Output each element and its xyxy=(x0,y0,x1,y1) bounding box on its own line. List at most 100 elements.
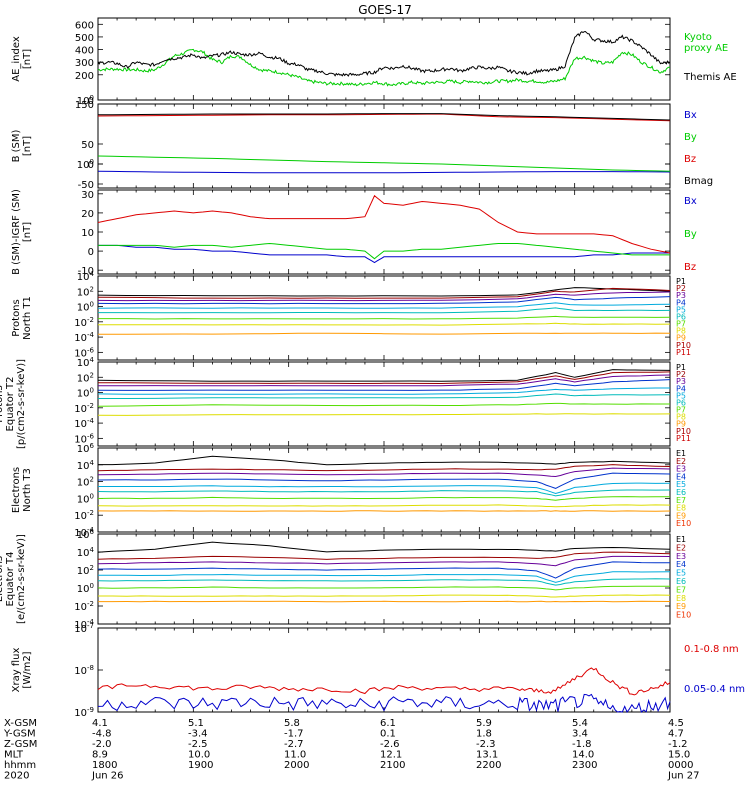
x-axis-value: 5.4 xyxy=(572,718,588,729)
y-tick-label: 10-2 xyxy=(74,316,94,329)
figure-title: GOES-17 xyxy=(358,3,412,17)
y-tick-label: 100 xyxy=(77,158,94,171)
legend-entry: E8 xyxy=(676,504,686,513)
legend-entry: P5 xyxy=(676,391,686,400)
legend-entry: P5 xyxy=(676,305,686,314)
y-axis-label: B (SM)[nT] xyxy=(11,129,33,162)
legend-entry: E2 xyxy=(676,543,686,552)
legend-entry: P3 xyxy=(676,291,686,300)
series-line-p3 xyxy=(98,374,671,387)
x-axis-value: 5.1 xyxy=(188,718,204,729)
y-tick-label: 102 xyxy=(77,285,94,298)
x-axis-value: Jun 26 xyxy=(91,771,124,782)
x-axis-value: 5.9 xyxy=(476,718,492,729)
series-line-e5 xyxy=(98,482,671,495)
legend-entry: P4 xyxy=(676,384,686,393)
x-axis-value: 0000 xyxy=(668,760,693,771)
y-tick-label: 200 xyxy=(75,71,94,82)
y-tick-label: 10-4 xyxy=(74,417,94,430)
series-line-kyoto-proxy-ae xyxy=(97,48,670,87)
legend-entry: P9 xyxy=(676,420,686,429)
y-tick-label: 10-4 xyxy=(74,526,94,539)
x-axis-value: 3.4 xyxy=(572,729,588,740)
x-axis-value: 8.9 xyxy=(92,750,108,761)
x-axis-value: 13.1 xyxy=(476,750,498,761)
series-line-p1 xyxy=(97,369,671,382)
series-line-e8 xyxy=(98,594,671,598)
panel-bdiff: -10 0 10 20 30 B (SM)-IGRF (SM)[nT] Bx By Bz xyxy=(11,189,697,277)
y-axis-label: ProtonsEquator T2[p/(cm2-s-sr-keV)] xyxy=(0,359,27,449)
y-tick-label: 0 xyxy=(88,96,94,107)
y-tick-label: 106 xyxy=(77,528,95,541)
x-axis-value: 2300 xyxy=(572,760,597,771)
panel-frame xyxy=(97,275,671,361)
y-tick-label: 600 xyxy=(75,20,94,31)
y-tick-label: 10-4 xyxy=(74,331,94,344)
y-tick-label: 102 xyxy=(77,564,94,577)
legend-entry: 0.1-0.8 nm xyxy=(684,644,739,655)
legend-entry: P10 xyxy=(676,427,691,436)
series-line-p5 xyxy=(97,302,671,309)
panel-bsm: -50 0 50 100 150 B (SM)[nT] Bx By Bz Bmag xyxy=(11,100,713,191)
series-line-bmag xyxy=(97,113,671,121)
panel-p-north: 10-6 10-4 10-2 100 102 104 ProtonsNorth T1 P1P2… xyxy=(11,270,691,361)
x-axis-value: 15.0 xyxy=(668,750,690,761)
x-axis-value: -4.8 xyxy=(92,729,112,740)
series-line-e6 xyxy=(97,578,671,586)
y-tick-label: 10-6 xyxy=(74,432,94,445)
x-axis-value: 12.1 xyxy=(380,750,402,761)
x-axis-value: 1900 xyxy=(188,760,213,771)
y-tick-label: 10-2 xyxy=(74,509,94,522)
series-line-e4 xyxy=(97,472,671,489)
legend-entry: P8 xyxy=(676,327,686,336)
x-axis-value: 4.1 xyxy=(92,718,108,729)
x-row-label: MLT xyxy=(4,750,24,761)
series-line-p8 xyxy=(97,413,671,416)
series-line-e2 xyxy=(97,551,671,560)
series-line-p7 xyxy=(97,402,670,407)
panel-e-equator: 10-4 10-2 100 102 104 106 ElectronsEquator T4[… xyxy=(0,528,691,631)
legend-entry: P6 xyxy=(676,398,686,407)
series-line-p6 xyxy=(98,393,671,399)
legend-entry: Bx xyxy=(684,110,697,121)
legend-entry: P3 xyxy=(676,377,686,386)
y-tick-label: 10-9 xyxy=(74,706,94,719)
legend-entry: By xyxy=(684,132,697,143)
y-tick-label: 104 xyxy=(77,459,95,472)
series-line-themis-ae xyxy=(97,30,671,77)
series-line-p6 xyxy=(98,307,671,314)
legend-entry: P11 xyxy=(676,348,691,357)
panel-p-equator: 10-6 10-4 10-2 100 102 104 ProtonsEquator T2[p… xyxy=(0,356,691,449)
legend-entry: E4 xyxy=(676,560,686,569)
series-line-0.1-0.8-nm xyxy=(97,667,671,696)
x-axis-value: 4.5 xyxy=(668,718,684,729)
x-row-label: Z-GSM xyxy=(4,739,37,750)
legend-entry: E2 xyxy=(676,457,686,466)
series-line-p2 xyxy=(97,371,671,385)
legend-entry: Bmag xyxy=(684,176,713,187)
x-row-label: Y-GSM xyxy=(3,729,36,740)
legend-entry: E1 xyxy=(676,449,686,458)
series-line-e4 xyxy=(97,561,671,579)
series-line-bz xyxy=(97,113,671,122)
series-line-by xyxy=(98,242,670,260)
x-row-label: X-GSM xyxy=(4,718,37,729)
legend-entry: Bz xyxy=(684,262,696,273)
panel-frame xyxy=(97,447,671,533)
legend-entry: P4 xyxy=(676,298,686,307)
panel-frame xyxy=(97,17,671,101)
x-axis-value: -3.4 xyxy=(188,729,208,740)
y-tick-label: 10-6 xyxy=(74,346,94,359)
y-tick-label: 10 xyxy=(81,228,94,239)
x-row-label: hhmm xyxy=(4,760,36,771)
x-axis-value: -1.2 xyxy=(668,739,688,750)
y-axis-label: Xray flux[W/m2] xyxy=(11,648,33,693)
series-line-e5 xyxy=(97,571,671,583)
series-line-e3 xyxy=(97,467,671,478)
legend-entry: E7 xyxy=(676,496,686,505)
x-axis-value: 10.0 xyxy=(188,750,210,761)
series-line-e3 xyxy=(97,555,671,567)
y-tick-label: 150 xyxy=(75,100,94,111)
y-axis-label: AE_index[nT] xyxy=(11,36,33,82)
series-line-bx xyxy=(98,244,670,264)
